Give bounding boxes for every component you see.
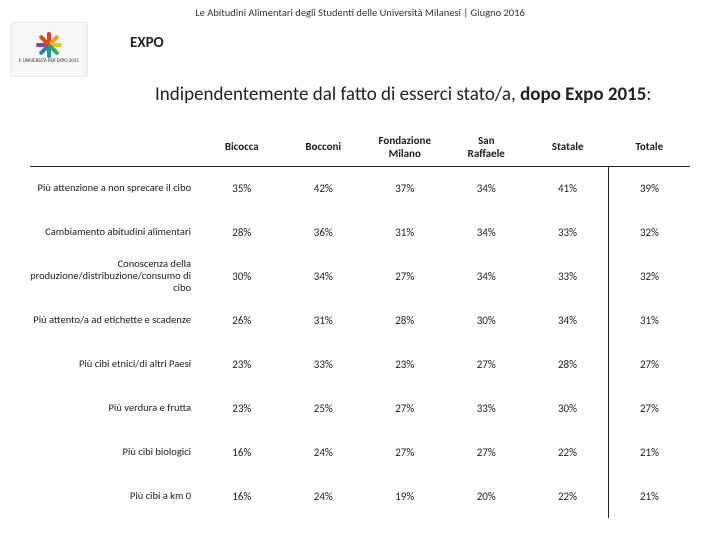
row-label: Più verdura e frutta xyxy=(30,386,201,430)
table-cell: 16% xyxy=(201,430,282,474)
table-row: Più verdura e frutta23%25%27%33%30%27% xyxy=(30,386,690,430)
table-row: Più cibi a km 016%24%19%20%22%21% xyxy=(30,474,690,518)
table-row: Più attento/a ad etichette e scadenze26%… xyxy=(30,298,690,342)
column-header: FondazioneMilano xyxy=(364,130,445,166)
table-cell: 32% xyxy=(608,210,690,254)
column-header: Bocconi xyxy=(283,130,364,166)
table-cell: 24% xyxy=(283,430,364,474)
heading-plain: Indipendentemente dal fatto di esserci s… xyxy=(155,83,520,106)
table-cell: 35% xyxy=(201,166,282,210)
row-label: Più attenzione a non sprecare il cibo xyxy=(30,166,201,210)
slide-heading: Indipendentemente dal fatto di esserci s… xyxy=(155,83,652,106)
table-cell: 36% xyxy=(283,210,364,254)
column-header: Totale xyxy=(608,130,690,166)
table-body: Più attenzione a non sprecare il cibo35%… xyxy=(30,166,690,518)
table-cell: 37% xyxy=(364,166,445,210)
table-cell: 27% xyxy=(364,386,445,430)
table-cell: 28% xyxy=(201,210,282,254)
table-cell: 27% xyxy=(445,342,526,386)
expo-logo: E UNIVERSITÀ PER EXPO 2015 xyxy=(10,22,88,77)
table-cell: 22% xyxy=(527,430,608,474)
table-cell: 23% xyxy=(201,386,282,430)
table-cell: 30% xyxy=(201,254,282,298)
row-label: Più attento/a ad etichette e scadenze xyxy=(30,298,201,342)
table-cell: 34% xyxy=(283,254,364,298)
table-row: Più attenzione a non sprecare il cibo35%… xyxy=(30,166,690,210)
table-cell: 23% xyxy=(201,342,282,386)
heading-bold: dopo Expo 2015 xyxy=(520,83,646,106)
table-cell: 42% xyxy=(283,166,364,210)
table-cell: 25% xyxy=(283,386,364,430)
table-cell: 21% xyxy=(608,430,690,474)
table-cell: 28% xyxy=(364,298,445,342)
column-header: SanRaffaele xyxy=(445,130,526,166)
table-cell: 28% xyxy=(527,342,608,386)
expo-logo-burst xyxy=(36,32,62,58)
heading-tail: : xyxy=(646,83,651,106)
table-cell: 16% xyxy=(201,474,282,518)
results-table-container: BicoccaBocconiFondazioneMilanoSanRaffael… xyxy=(30,130,690,518)
table-cell: 32% xyxy=(608,254,690,298)
table-cell: 24% xyxy=(283,474,364,518)
table-cell: 31% xyxy=(364,210,445,254)
table-cell: 30% xyxy=(445,298,526,342)
table-cell: 30% xyxy=(527,386,608,430)
expo-logo-caption: E UNIVERSITÀ PER EXPO 2015 xyxy=(19,59,79,64)
row-label: Cambiamento abitudini alimentari xyxy=(30,210,201,254)
results-table: BicoccaBocconiFondazioneMilanoSanRaffael… xyxy=(30,130,690,518)
table-cell: 23% xyxy=(364,342,445,386)
table-cell: 27% xyxy=(608,342,690,386)
column-header-rowlabel xyxy=(30,130,201,166)
table-header: BicoccaBocconiFondazioneMilanoSanRaffael… xyxy=(30,130,690,166)
table-cell: 20% xyxy=(445,474,526,518)
table-cell: 39% xyxy=(608,166,690,210)
table-cell: 21% xyxy=(608,474,690,518)
table-cell: 27% xyxy=(364,430,445,474)
table-cell: 41% xyxy=(527,166,608,210)
table-cell: 33% xyxy=(527,254,608,298)
table-row: Più cibi etnici/di altri Paesi23%33%23%2… xyxy=(30,342,690,386)
table-cell: 26% xyxy=(201,298,282,342)
row-label: Più cibi etnici/di altri Paesi xyxy=(30,342,201,386)
table-cell: 33% xyxy=(445,386,526,430)
table-cell: 34% xyxy=(445,210,526,254)
table-cell: 31% xyxy=(283,298,364,342)
table-cell: 19% xyxy=(364,474,445,518)
section-label: EXPO xyxy=(130,34,164,52)
row-label: Più cibi a km 0 xyxy=(30,474,201,518)
table-cell: 34% xyxy=(527,298,608,342)
table-cell: 27% xyxy=(445,430,526,474)
table-cell: 27% xyxy=(608,386,690,430)
row-label: Più cibi biologici xyxy=(30,430,201,474)
table-cell: 31% xyxy=(608,298,690,342)
table-cell: 27% xyxy=(364,254,445,298)
table-row: Conoscenza della produzione/distribuzion… xyxy=(30,254,690,298)
table-cell: 33% xyxy=(527,210,608,254)
column-header: Statale xyxy=(527,130,608,166)
document-header-title: Le Abitudini Alimentari degli Studenti d… xyxy=(0,6,720,19)
row-label: Conoscenza della produzione/distribuzion… xyxy=(30,254,201,298)
table-row: Più cibi biologici16%24%27%27%22%21% xyxy=(30,430,690,474)
table-cell: 34% xyxy=(445,254,526,298)
table-row: Cambiamento abitudini alimentari28%36%31… xyxy=(30,210,690,254)
column-header: Bicocca xyxy=(201,130,282,166)
table-cell: 22% xyxy=(527,474,608,518)
table-cell: 34% xyxy=(445,166,526,210)
table-cell: 33% xyxy=(283,342,364,386)
